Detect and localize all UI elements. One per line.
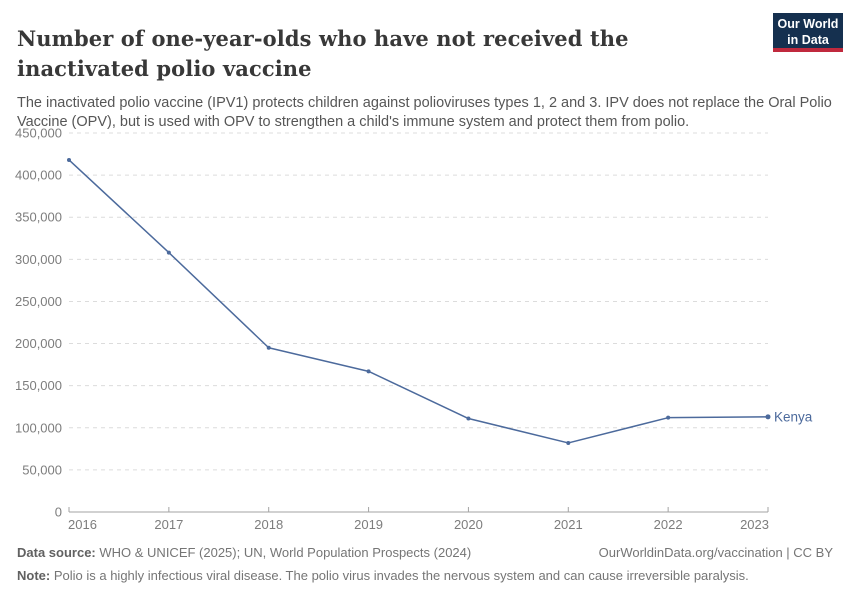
x-tick-label: 2020 — [454, 517, 483, 532]
data-point[interactable] — [666, 415, 671, 420]
note-line: Note: Polio is a highly infectious viral… — [17, 568, 749, 583]
data-point[interactable] — [67, 157, 71, 162]
data-source-label: Data source: — [17, 545, 96, 560]
y-tick-label: 400,000 — [15, 168, 62, 183]
x-tick-label: 2016 — [68, 517, 97, 532]
x-tick-label: 2021 — [554, 517, 583, 532]
note-label: Note: — [17, 568, 51, 583]
data-point[interactable] — [266, 345, 271, 350]
x-tick-label: 2022 — [654, 517, 683, 532]
page-title: Number of one-year-olds who have not rec… — [17, 26, 629, 82]
y-tick-label: 450,000 — [15, 126, 62, 141]
owid-logo-line2: in Data — [787, 33, 829, 47]
data-point[interactable] — [366, 369, 371, 374]
x-tick-label: 2017 — [154, 517, 183, 532]
y-tick-label: 100,000 — [15, 420, 62, 435]
owid-logo[interactable]: Our World in Data — [773, 13, 843, 52]
data-point[interactable] — [765, 414, 771, 420]
x-tick-label: 2023 — [740, 517, 769, 532]
data-point[interactable] — [466, 416, 471, 421]
x-tick-label: 2018 — [254, 517, 283, 532]
y-tick-label: 0 — [55, 505, 62, 520]
series-line-kenya[interactable] — [68, 159, 769, 444]
data-source-line: Data source: WHO & UNICEF (2025); UN, Wo… — [17, 545, 471, 560]
y-tick-label: 300,000 — [15, 252, 62, 267]
data-source-text: WHO & UNICEF (2025); UN, World Populatio… — [99, 545, 472, 560]
y-tick-label: 200,000 — [15, 336, 62, 351]
owid-logo-line1: Our World — [777, 17, 839, 31]
chart-subtitle: The inactivated polio vaccine (IPV1) pro… — [17, 94, 832, 131]
line-chart[interactable]: 0 50,000 100,000 150,000 200,000 250,000 300,0… — [0, 120, 850, 540]
y-tick-label: 50,000 — [22, 462, 62, 477]
license-link[interactable]: OurWorldinData.org/vaccination | CC BY — [598, 545, 833, 560]
note-text: Polio is a highly infectious viral disea… — [53, 568, 749, 583]
data-point[interactable] — [166, 250, 171, 255]
y-tick-label: 150,000 — [15, 378, 62, 393]
y-tick-label: 350,000 — [15, 210, 62, 225]
x-tick-label: 2019 — [354, 517, 383, 532]
y-tick-label: 250,000 — [15, 294, 62, 309]
series-end-label[interactable]: Kenya — [774, 409, 813, 424]
data-point[interactable] — [566, 440, 571, 445]
